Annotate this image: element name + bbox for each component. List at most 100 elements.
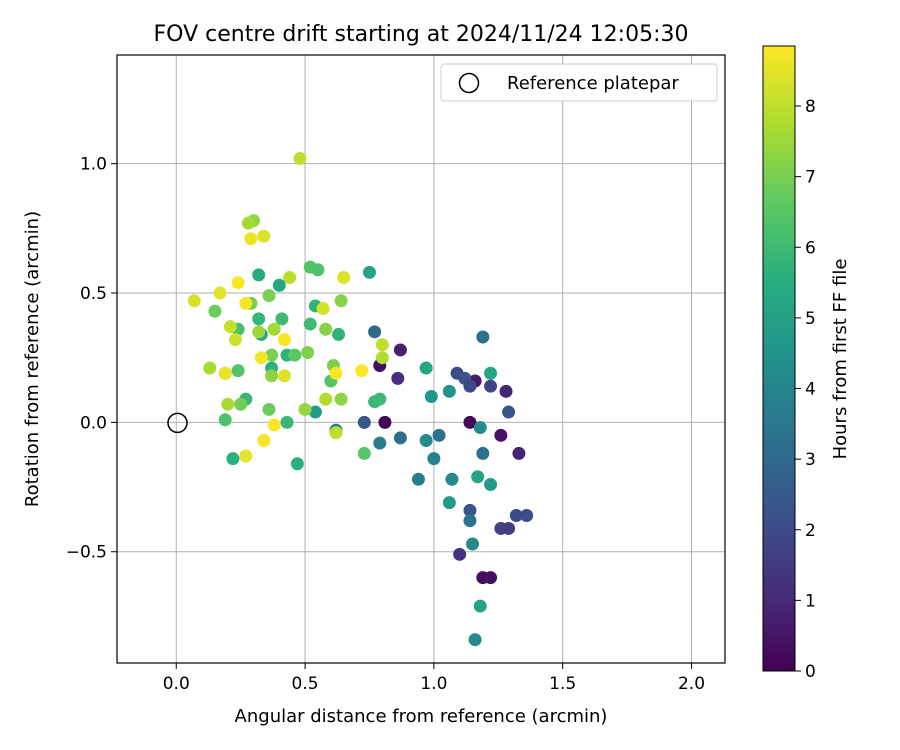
data-point <box>257 229 271 243</box>
colorbar-tick-label: 7 <box>805 168 816 188</box>
x-axis-ticks: 0.0 0.5 1.0 1.5 2.0 <box>163 663 705 694</box>
x-tick-label: 0.0 <box>163 674 190 694</box>
legend: Reference platepar <box>440 63 718 102</box>
data-point <box>272 278 286 292</box>
colorbar-tick-label: 6 <box>805 238 816 258</box>
data-point <box>368 325 382 339</box>
data-point <box>223 320 237 334</box>
data-point <box>373 436 387 450</box>
data-point <box>393 343 407 357</box>
data-point <box>234 397 248 411</box>
data-point <box>484 366 498 380</box>
legend-box <box>440 63 718 102</box>
data-point <box>473 421 487 435</box>
data-point <box>373 392 387 406</box>
data-point <box>355 364 369 378</box>
data-point <box>424 390 438 404</box>
data-point <box>316 302 330 316</box>
x-axis-label: Angular distance from reference (arcmin) <box>235 706 608 727</box>
data-point <box>427 452 441 466</box>
data-point <box>463 514 477 528</box>
data-point <box>221 397 235 411</box>
data-point <box>213 286 227 300</box>
data-point <box>473 599 487 613</box>
data-point <box>375 338 389 352</box>
data-point <box>334 392 348 406</box>
data-point <box>303 317 317 331</box>
reference-platepar-marker <box>167 412 188 434</box>
data-point <box>226 452 240 466</box>
data-point <box>231 276 245 290</box>
data-point <box>208 304 222 318</box>
data-point <box>218 366 232 380</box>
data-point <box>280 415 294 429</box>
data-point <box>252 325 266 339</box>
y-axis-label: Rotation from reference (arcmin) <box>22 211 43 507</box>
data-point <box>252 268 266 282</box>
x-tick-label: 0.5 <box>292 674 319 694</box>
data-point <box>453 547 467 561</box>
data-point <box>257 433 271 447</box>
colorbar: 0 1 2 3 4 5 6 7 8 Hours from first FF file <box>762 45 851 682</box>
colorbar-tick-label: 0 <box>805 662 816 682</box>
data-point <box>375 351 389 365</box>
data-point <box>484 477 498 491</box>
data-point <box>283 271 297 285</box>
colorbar-tick-label: 4 <box>805 380 816 400</box>
data-point <box>391 371 405 385</box>
colorbar-tick-label: 1 <box>805 591 816 611</box>
colorbar-tick-label: 2 <box>805 521 816 541</box>
legend-entry-reference-platepar: Reference platepar <box>507 73 679 94</box>
y-tick-label: 0.5 <box>80 284 107 304</box>
data-point <box>509 509 523 523</box>
data-point <box>288 348 302 362</box>
data-point <box>362 265 376 279</box>
data-point <box>262 289 276 303</box>
y-tick-label: 1.0 <box>80 155 107 175</box>
data-points <box>187 151 534 647</box>
x-tick-label: 1.0 <box>420 674 447 694</box>
data-point <box>432 428 446 442</box>
data-point <box>301 346 315 360</box>
data-point <box>463 379 477 393</box>
y-tick-label: 0.0 <box>80 413 107 433</box>
data-point <box>445 472 459 486</box>
data-point <box>463 415 477 429</box>
data-point <box>262 402 276 416</box>
data-point <box>293 151 307 165</box>
y-tick-label: −0.5 <box>66 543 107 563</box>
data-point <box>419 433 433 447</box>
data-point <box>411 472 425 486</box>
data-point <box>494 428 508 442</box>
data-point <box>476 446 490 460</box>
data-point <box>187 294 201 308</box>
data-point <box>484 571 498 585</box>
colorbar-gradient <box>762 45 796 672</box>
data-point <box>218 413 232 427</box>
data-point <box>319 392 333 406</box>
data-point <box>254 351 268 365</box>
data-point <box>203 361 217 375</box>
data-point <box>378 415 392 429</box>
data-point <box>277 369 291 383</box>
data-point <box>499 384 513 398</box>
data-point <box>239 449 253 463</box>
data-point <box>357 446 371 460</box>
data-point <box>466 537 480 551</box>
data-point <box>337 271 351 285</box>
data-point <box>442 384 456 398</box>
data-point <box>502 521 516 535</box>
colorbar-tick-label: 5 <box>805 309 816 329</box>
data-point <box>308 405 322 419</box>
data-point <box>442 496 456 510</box>
data-point <box>277 333 291 347</box>
plot-frame <box>116 54 726 664</box>
y-axis-ticks: −0.5 0.0 0.5 1.0 <box>66 155 117 563</box>
data-point <box>311 263 325 277</box>
x-tick-label: 2.0 <box>678 674 705 694</box>
colorbar-tick-label: 3 <box>805 450 816 470</box>
data-point <box>239 296 253 310</box>
colorbar-ticks: 0 1 2 3 4 5 6 7 8 <box>795 97 816 682</box>
data-point <box>319 322 333 336</box>
